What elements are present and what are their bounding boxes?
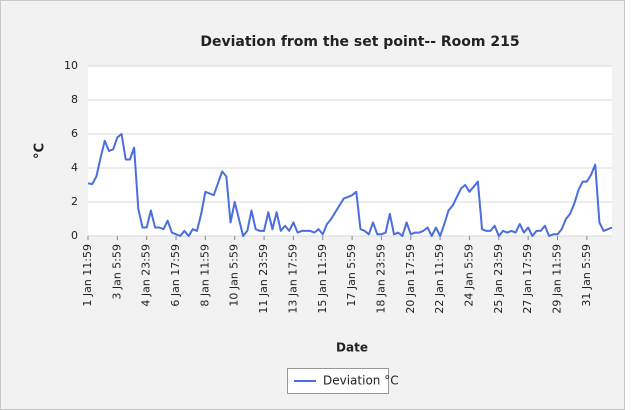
x-tick-label: 24 Jan 5:59 — [462, 244, 475, 307]
y-tick-label: 10 — [64, 59, 78, 72]
y-tick-label: 8 — [71, 93, 78, 106]
x-tick-label: 13 Jan 17:59 — [286, 244, 299, 314]
y-axis-label: °C — [33, 143, 48, 159]
x-tick-label: 4 Jan 23:59 — [140, 244, 153, 307]
x-tick-label: 31 Jan 5:59 — [580, 244, 593, 307]
plot-area — [88, 66, 612, 236]
data-line — [87, 133, 613, 237]
x-tick-label: 1 Jan 11:59 — [81, 244, 94, 307]
chart-title: Deviation from the set point-- Room 215 — [200, 34, 519, 50]
x-tick-label: 8 Jan 11:59 — [198, 244, 211, 307]
x-tick-label: 29 Jan 11:59 — [551, 244, 564, 314]
x-tick-label: 15 Jan 11:59 — [316, 244, 329, 314]
x-tick-label: 25 Jan 23:59 — [492, 244, 505, 314]
x-axis-label: Date — [336, 341, 368, 355]
x-tick-label: 6 Jan 17:59 — [169, 244, 182, 307]
y-tick-label: 2 — [71, 195, 78, 208]
x-tick-label: 10 Jan 5:59 — [228, 244, 241, 307]
x-tick-label: 11 Jan 23:59 — [257, 244, 270, 314]
y-tick-label: 6 — [71, 127, 78, 140]
x-tick-label: 18 Jan 23:59 — [374, 244, 387, 314]
x-tick-label: 22 Jan 11:59 — [433, 244, 446, 314]
x-tick-label: 27 Jan 17:59 — [521, 244, 534, 314]
x-tick-label: 17 Jan 5:59 — [345, 244, 358, 307]
x-tick-label: 3 Jan 5:59 — [110, 244, 123, 300]
y-tick-label: 4 — [71, 161, 78, 174]
y-tick-label: 0 — [71, 229, 78, 242]
legend-label: Deviation °C — [323, 374, 399, 388]
x-tick-label: 20 Jan 17:59 — [404, 244, 417, 314]
